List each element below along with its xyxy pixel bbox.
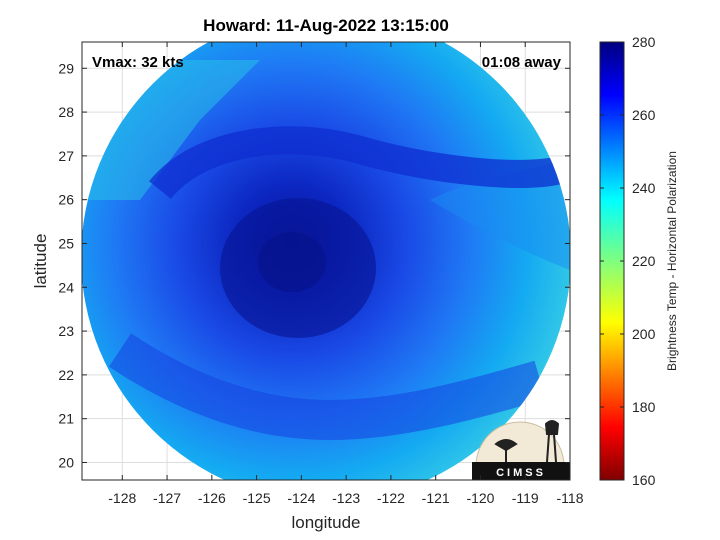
storm-eye-region	[258, 232, 326, 292]
x-tick-label: -125	[243, 490, 271, 506]
plot-frame	[81, 41, 571, 481]
y-tick-label: 28	[58, 104, 74, 120]
x-tick-label: -121	[422, 490, 450, 506]
colorbar-tick-label: 180	[632, 399, 656, 415]
x-axis: -128 -127 -126 -125 -124 -123 -122 -121 -120 -119…	[108, 42, 584, 506]
cimss-logo: CIMSS	[472, 420, 570, 480]
spiral-band	[149, 126, 564, 200]
y-tick-label: 29	[58, 60, 74, 76]
x-tick-label: -123	[332, 490, 360, 506]
colorbar-tick-label: 260	[632, 107, 656, 123]
x-tick-label: -122	[377, 490, 405, 506]
plot-area: CIMSS Vmax: 32 kts 01:08 away -128 -127 -1…	[58, 41, 584, 506]
colorbar-tick-label: 220	[632, 253, 656, 269]
x-tick-label: -118	[557, 490, 584, 506]
colorbar-tick-label: 240	[632, 180, 656, 196]
logo-tower-icon	[544, 420, 560, 463]
y-axis: 29 28 27 26 25 24 23 22 21 20	[58, 60, 570, 470]
colorbar-label: Brightness Temp - Horizontal Polarizatio…	[665, 151, 679, 371]
logo-dish-icon	[494, 439, 518, 462]
x-axis-label: longitude	[291, 513, 360, 532]
figure-title: Howard: 11-Aug-2022 13:15:00	[203, 16, 449, 35]
y-tick-label: 25	[58, 235, 74, 251]
x-tick-label: -119	[512, 490, 539, 506]
vmax-label: Vmax: 32 kts	[92, 54, 184, 71]
x-tick-label: -128	[108, 490, 136, 506]
y-tick-label: 21	[58, 411, 74, 427]
y-tick-label: 26	[58, 192, 74, 208]
y-axis-label: latitude	[31, 234, 50, 289]
y-tick-label: 20	[58, 454, 74, 470]
logo-text: CIMSS	[496, 467, 546, 479]
southern-band	[108, 333, 546, 441]
x-tick-label: -120	[466, 490, 494, 506]
colorbar-tick-label: 200	[632, 326, 656, 342]
colorbar-tick-label: 160	[632, 472, 656, 488]
y-tick-label: 22	[58, 367, 74, 383]
y-tick-label: 23	[58, 323, 74, 339]
x-tick-label: -124	[287, 490, 315, 506]
colorbar-ticks: 280 260 240 220 200 180 160	[600, 34, 656, 488]
colorbar: 280 260 240 220 200 180 160 Brightness Temp - …	[599, 34, 679, 488]
time-offset-label: 01:08 away	[482, 54, 562, 71]
x-tick-label: -127	[153, 490, 181, 506]
colorbar-tick-label: 280	[632, 34, 656, 50]
swath-image	[82, 42, 570, 480]
logo-banner	[472, 462, 570, 480]
y-tick-label: 24	[58, 279, 74, 295]
x-tick-label: -126	[198, 490, 226, 506]
y-tick-label: 27	[58, 148, 74, 164]
